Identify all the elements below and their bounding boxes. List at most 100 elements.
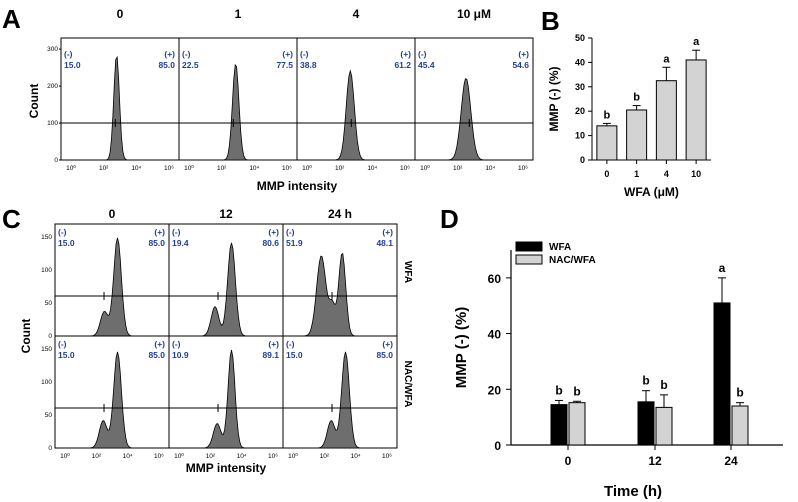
y-tick-label: 100 [47, 120, 58, 127]
x-tick-label: 10⁶ [268, 453, 278, 460]
column-header: 0 [109, 207, 116, 221]
x-tick-label: 10⁰ [302, 164, 312, 172]
x-tick-label: 4 [664, 169, 669, 179]
gate-neg-value: 45.4 [418, 60, 435, 70]
gate-neg-label: (-) [64, 49, 73, 59]
y-tick-label: 40 [575, 57, 585, 67]
y-tick-label: 100 [41, 267, 52, 274]
y-tick-label: 0 [48, 445, 52, 452]
gate-neg-label: (-) [286, 339, 295, 349]
histogram-peak [63, 55, 177, 161]
x-tick-label: 10² [335, 165, 345, 172]
panel-label-b: B [541, 6, 560, 36]
significance-letter: b [660, 378, 667, 392]
y-tick-label: 150 [41, 346, 52, 353]
bar-wfa [550, 404, 568, 446]
gate-pos-value: 85.0 [376, 350, 393, 360]
y-tick-label: 300 [47, 46, 58, 53]
bar-nac-wfa [655, 406, 673, 446]
gate-neg-value: 38.8 [300, 60, 317, 70]
histogram-peak [171, 349, 281, 449]
x-tick-label: 10⁴ [351, 453, 361, 460]
x-tick-label: 10² [217, 165, 227, 172]
x-tick-label: 10⁰ [184, 164, 194, 172]
gate-neg-value: 22.5 [182, 60, 199, 70]
histogram-cell: (-)15.0 (+)85.0 0 [54, 207, 170, 337]
x-tick-label: 10⁶ [518, 165, 528, 172]
x-tick-label: 24 [724, 454, 738, 468]
gate-neg-label: (-) [286, 227, 295, 237]
gate-neg-value: 19.4 [172, 238, 189, 248]
bar [655, 80, 677, 161]
x-tick-label: 10⁴ [237, 453, 247, 460]
gate-pos-value: 85.0 [148, 238, 165, 248]
x-tick-label: 10⁴ [123, 453, 133, 460]
gate-pos-label: (+) [268, 227, 279, 237]
x-tick-label: 10⁴ [485, 165, 495, 172]
x-tick-label: 0 [604, 169, 609, 179]
y-tick-label: 10 [575, 131, 585, 141]
x-tick-label: 10⁰ [420, 164, 430, 172]
histogram-cell: (-)15.0 (+)85.0 10⁰ 10² 10⁴ 10⁶ [54, 335, 170, 460]
legend-swatch [515, 241, 543, 252]
histogram-cell: (-)19.4 (+)80.6 12 [168, 207, 284, 337]
row-label: WFA [402, 261, 413, 283]
histogram-peak [171, 242, 281, 337]
bar [626, 109, 648, 161]
bar [685, 59, 707, 161]
histogram-peak [57, 351, 167, 449]
x-tick-label: 1 [634, 169, 639, 179]
y-tick-label: 200 [47, 83, 58, 90]
column-header: 1 [235, 7, 242, 21]
histogram-cell: (-)10.9 (+)89.1 10⁰ 10² 10⁴ 10⁶ [168, 335, 284, 460]
x-tick-label: 10² [92, 453, 102, 460]
gate-pos-label: (+) [164, 49, 175, 59]
y-tick-label: 100 [41, 379, 52, 386]
gate-neg-value: 15.0 [286, 350, 303, 360]
x-tick-label: 10⁶ [400, 165, 410, 172]
x-axis-label: WFA (μM) [624, 185, 679, 199]
histogram-peak [417, 78, 531, 161]
gate-pos-value: 61.2 [394, 60, 411, 70]
significance-letter: b [642, 374, 649, 388]
y-tick-label: 50 [575, 33, 585, 43]
histogram-peak [299, 69, 413, 161]
bar-wfa [637, 401, 655, 446]
y-axis-label: MMP (-) (%) [547, 66, 561, 131]
y-tick-label: 0 [580, 155, 585, 165]
x-tick-label: 10⁰ [66, 164, 76, 172]
y-tick-label: 60 [488, 272, 502, 286]
column-header: 12 [219, 207, 233, 221]
gate-neg-label: (-) [300, 49, 309, 59]
significance-letter: a [663, 53, 670, 65]
gate-pos-value: 80.6 [262, 238, 279, 248]
column-header: 24 h [328, 207, 352, 221]
histogram-cell: 4 (-)38.8 (+)61.2 10⁰ 10² 10⁴ 10⁶ [296, 7, 416, 172]
gate-pos-label: (+) [268, 339, 279, 349]
y-axis-label: MMP (-) (%) [453, 307, 470, 388]
legend-label: NAC/WFA [549, 255, 596, 266]
x-tick-label: 10⁰ [288, 452, 298, 460]
panel-label-a: A [2, 4, 21, 34]
gate-pos-value: 54.6 [512, 60, 529, 70]
x-tick-label: 10² [453, 165, 463, 172]
x-tick-label: 10⁶ [282, 165, 292, 172]
y-tick-label: 20 [575, 106, 585, 116]
x-tick-label: 10² [99, 165, 109, 172]
gate-pos-value: 77.5 [276, 60, 293, 70]
significance-letter: b [633, 92, 640, 104]
bar-wfa [713, 302, 731, 446]
bar-nac-wfa [731, 405, 749, 446]
histogram-peak [285, 351, 395, 449]
x-axis-label: MMP intensity [186, 461, 267, 475]
legend-label: WFA [549, 242, 571, 253]
gate-pos-label: (+) [382, 227, 393, 237]
gate-neg-label: (-) [418, 49, 427, 59]
gate-pos-label: (+) [382, 339, 393, 349]
y-tick-label: 50 [45, 300, 53, 307]
panel-label-c: C [2, 204, 21, 234]
gate-pos-value: 48.1 [376, 238, 393, 248]
histogram-cell: 0 (-)15.0 (+)85.0 10⁰ 10² 10⁴ 10⁶ [60, 7, 180, 172]
